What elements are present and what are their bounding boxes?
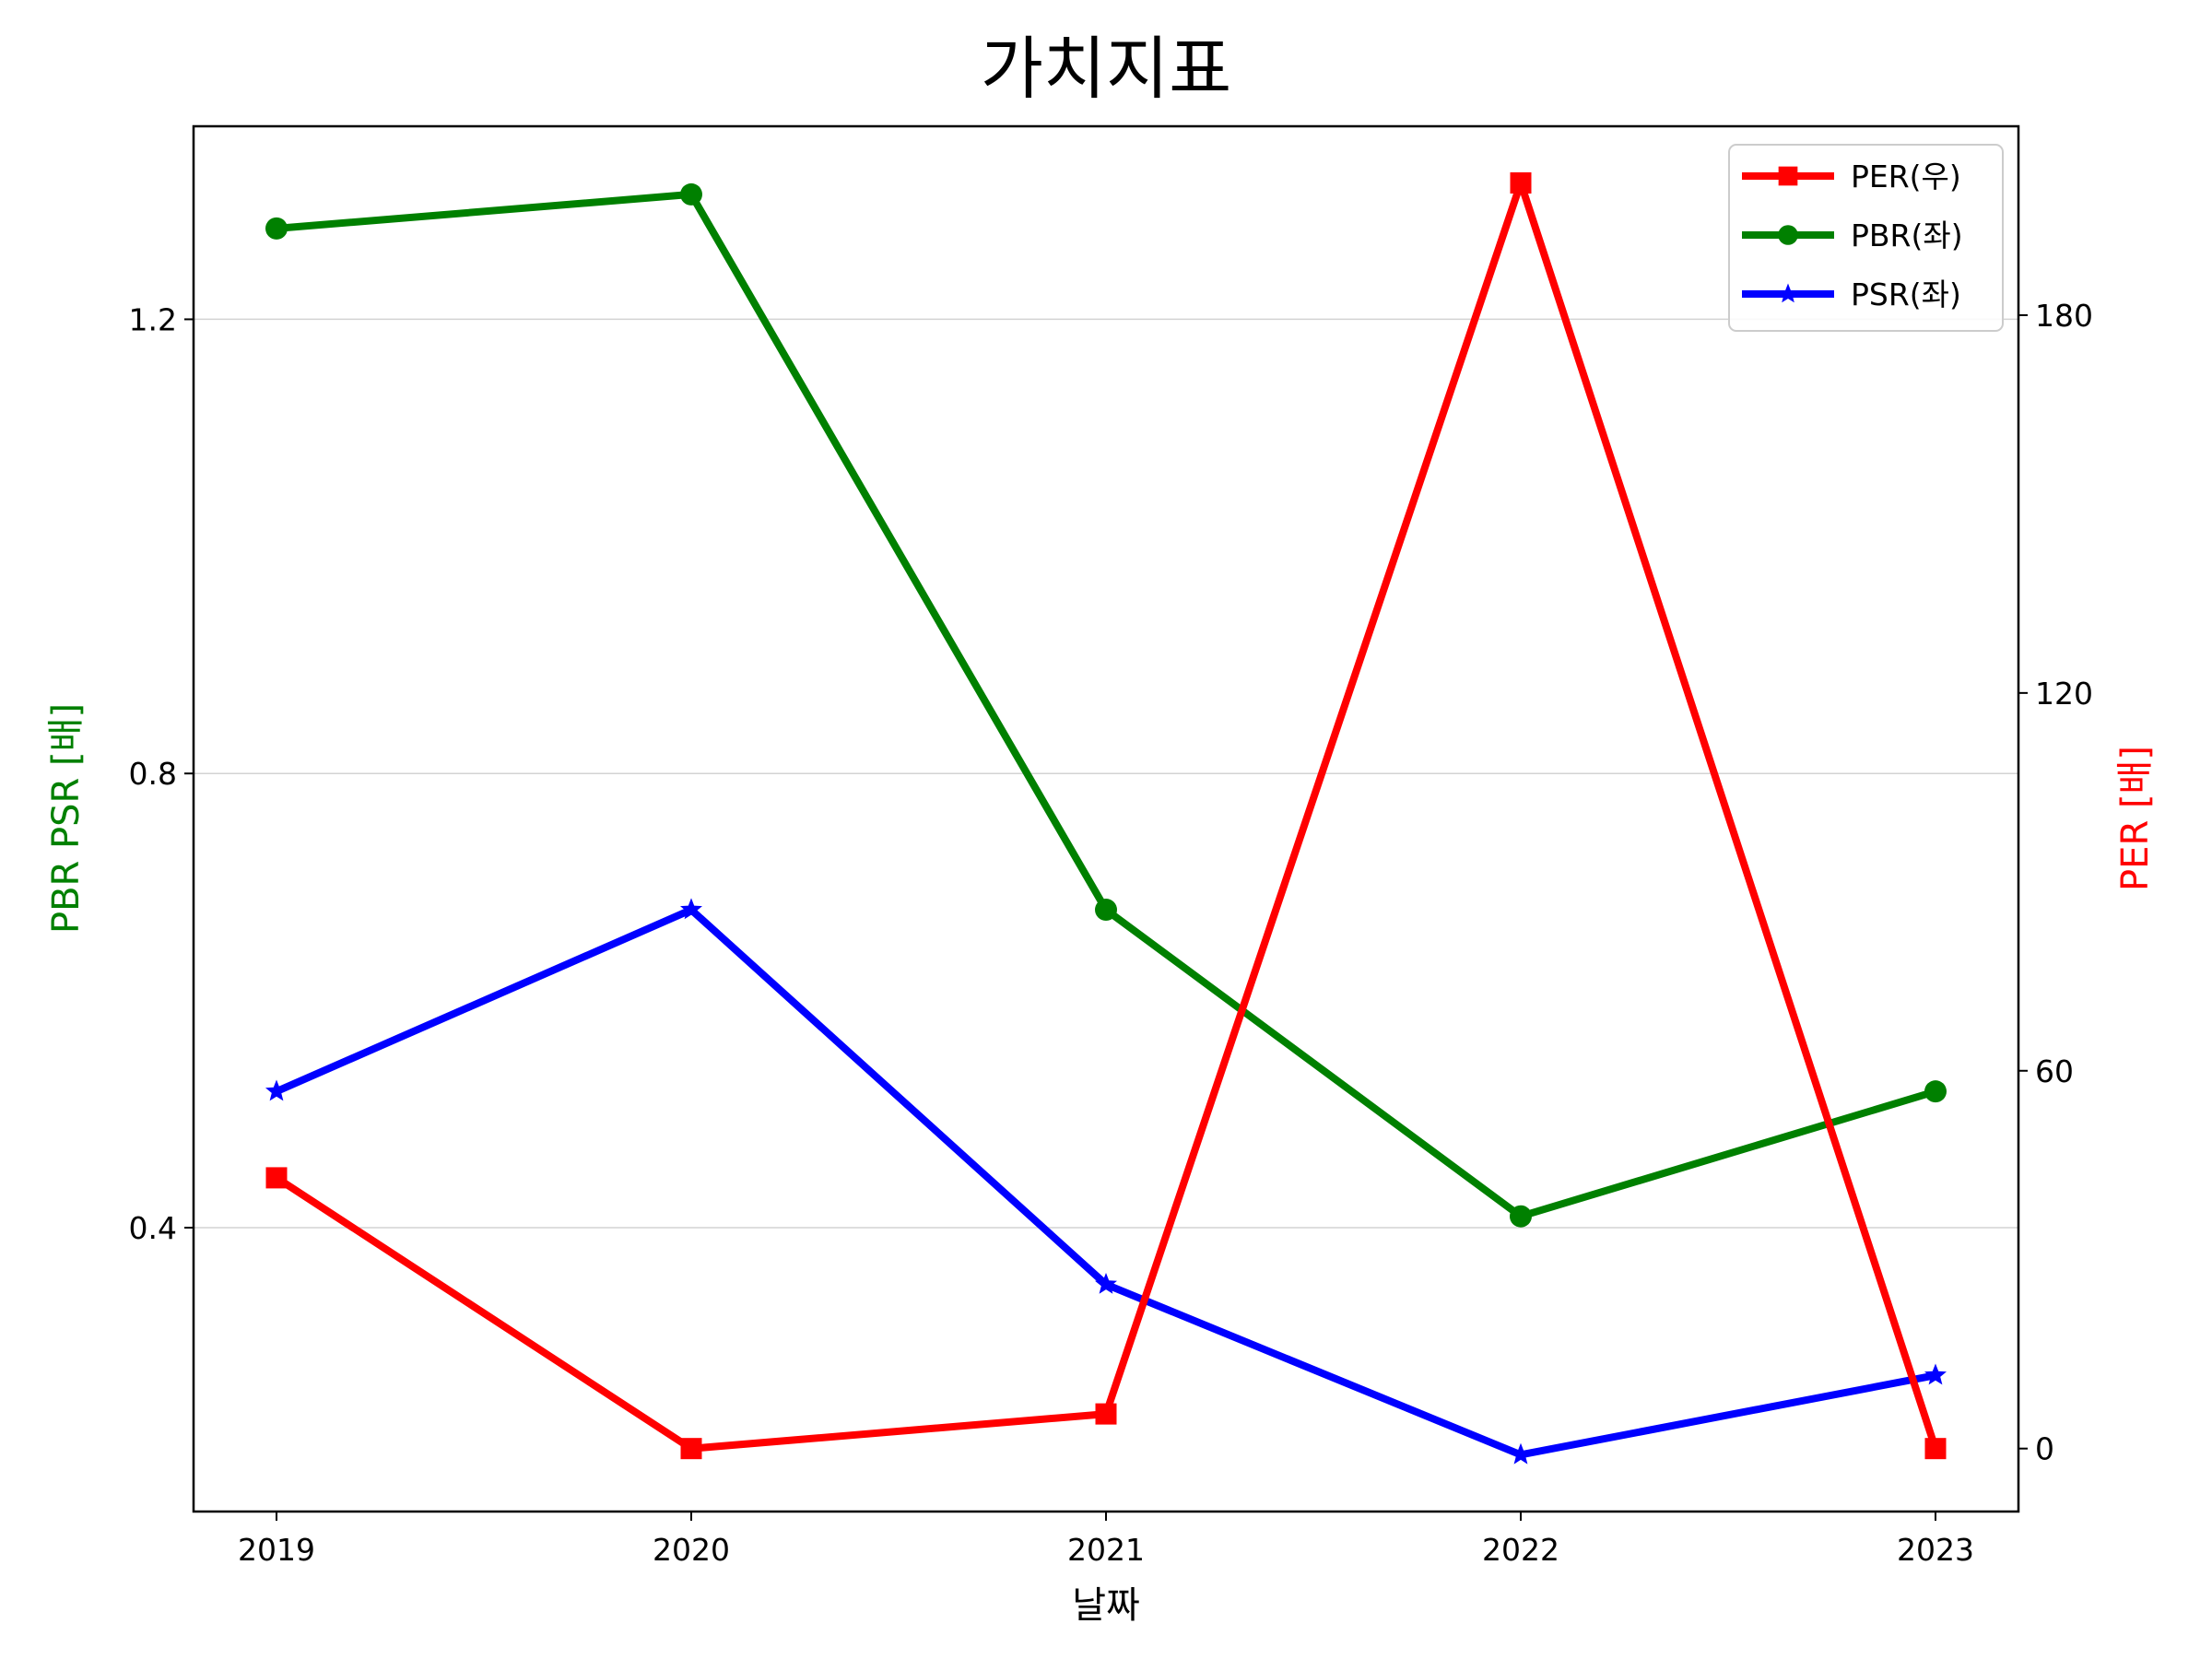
data-point (1924, 1363, 1947, 1385)
data-point (680, 898, 702, 920)
right-y-axis-title: PER [배] (2114, 746, 2157, 891)
x-axis-title: 날짜 (1072, 1584, 1140, 1627)
data-point (1510, 1442, 1532, 1465)
data-point (1510, 171, 1532, 194)
legend-item: PSR(좌) (1742, 276, 1961, 312)
data-point (680, 182, 702, 206)
right-y-tick-label: 180 (2035, 298, 2093, 334)
legend-box (1728, 144, 2004, 332)
right-y-tick-label: 60 (2035, 1053, 2074, 1089)
data-point (1924, 1080, 1947, 1103)
left-y-tick-label: 1.2 (129, 301, 177, 337)
axes: 0.4 0.8 1.2 0 60 120 180 2019 2020 2021 2022 2023 (129, 298, 2093, 1568)
series-PER(우) (265, 171, 1947, 1460)
x-tick-label: 2022 (1482, 1532, 1559, 1568)
series-PBR(좌) (265, 182, 1947, 1228)
legend: PER(우) PBR(좌) PSR(좌) (1728, 144, 2004, 332)
legend-label: PER(우) (1851, 159, 1961, 194)
data-point (1095, 1403, 1117, 1425)
data-point (265, 1167, 288, 1189)
data-point (1510, 1205, 1532, 1228)
x-tick-label: 2023 (1897, 1532, 1974, 1568)
data-point (1778, 283, 1798, 303)
x-tick-label: 2019 (238, 1532, 315, 1568)
right-y-tick-label: 0 (2035, 1431, 2054, 1467)
legend-item: PBR(좌) (1742, 218, 1963, 253)
series-PSR(좌) (265, 898, 1947, 1465)
left-y-axis-title: PBR PSR [배] (45, 703, 88, 934)
data-point (1095, 1273, 1117, 1294)
left-y-tick-label: 0.8 (129, 756, 177, 792)
x-tick-label: 2021 (1067, 1532, 1145, 1568)
legend-label: PSR(좌) (1851, 276, 1961, 312)
data-point (1778, 166, 1798, 186)
right-y-tick-label: 120 (2035, 676, 2093, 712)
data-point (1778, 225, 1798, 245)
legend-items: PER(우) PBR(좌) PSR(좌) (1742, 159, 1963, 312)
data-point (680, 1438, 702, 1460)
chart-title: 가치지표 (981, 29, 1231, 109)
x-tick-label: 2020 (653, 1532, 730, 1568)
data-point (1095, 899, 1117, 922)
data-point (1924, 1438, 1947, 1460)
legend-item: PER(우) (1742, 159, 1961, 194)
left-y-tick-label: 0.4 (129, 1210, 177, 1246)
data-point (265, 217, 288, 240)
legend-label: PBR(좌) (1851, 218, 1963, 253)
data-point (265, 1079, 288, 1101)
series-layer (265, 171, 1947, 1465)
